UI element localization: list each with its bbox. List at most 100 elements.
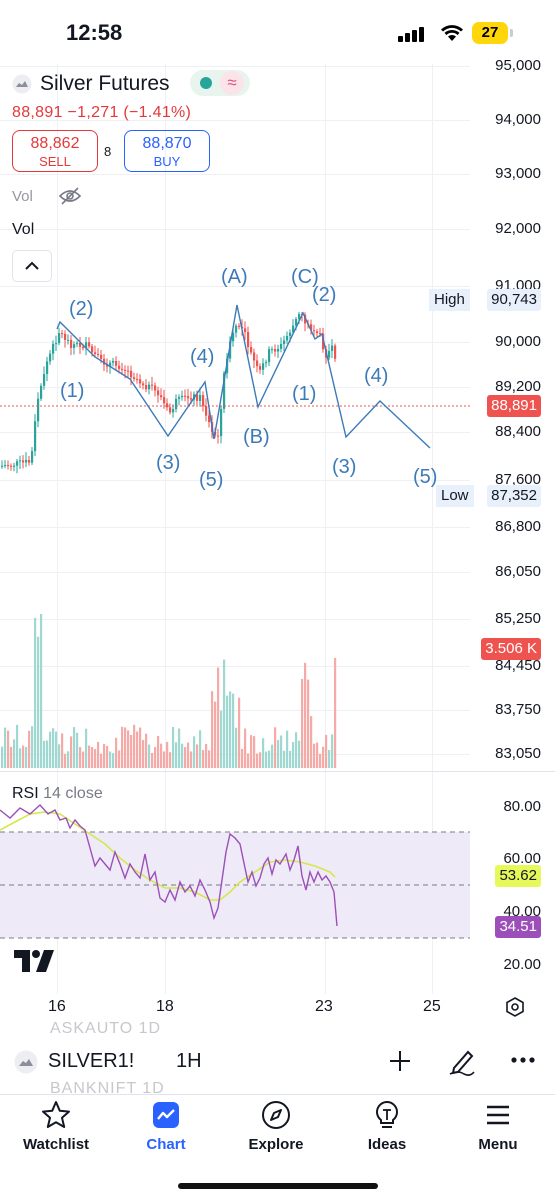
price-axis-label: 86,050 xyxy=(495,563,541,580)
volume-bar xyxy=(277,740,280,768)
pane-separator[interactable] xyxy=(0,771,555,772)
wifi-icon xyxy=(441,25,463,41)
volume-bar xyxy=(58,744,61,768)
candle-body xyxy=(196,394,199,401)
volume-bar xyxy=(76,732,79,768)
current-price-tag: 88,891 xyxy=(487,395,541,417)
battery-indicator: 27 xyxy=(472,22,508,44)
candle-body xyxy=(247,332,250,348)
candlesticks xyxy=(1,311,337,474)
collapse-legend-button[interactable] xyxy=(12,250,52,282)
tab-label: Menu xyxy=(478,1136,518,1153)
candle-body xyxy=(37,398,40,422)
wave-label: (2) xyxy=(312,284,337,306)
buy-button[interactable]: 88,870 BUY xyxy=(124,130,210,172)
candle-body xyxy=(67,339,70,341)
volume-bar xyxy=(196,744,199,768)
wave-label: (3) xyxy=(332,456,357,478)
wave-label: (C) xyxy=(291,266,319,288)
candle-body xyxy=(100,354,103,359)
lightbulb-icon xyxy=(376,1100,398,1128)
candle-body xyxy=(310,324,313,331)
tab-label: Watchlist xyxy=(22,1136,90,1153)
tab-menu[interactable]: Menu xyxy=(448,1100,548,1153)
candle-body xyxy=(52,343,55,354)
candle-body xyxy=(244,328,247,333)
candle-body xyxy=(217,435,220,437)
tab-ideas[interactable]: Ideas xyxy=(337,1100,437,1153)
time-axis-label: 18 xyxy=(156,998,174,1015)
tab-label: Explore xyxy=(248,1136,304,1153)
candle-body xyxy=(268,349,271,363)
rsi-line xyxy=(0,804,338,927)
candle-body xyxy=(178,397,181,399)
price-axis-label: 83,050 xyxy=(495,745,541,762)
volume-bar xyxy=(307,679,310,768)
more-options-icon[interactable] xyxy=(510,1056,536,1064)
volume-bar xyxy=(31,726,34,768)
volume-bar xyxy=(268,750,271,768)
volume-indicator-label[interactable]: Vol xyxy=(12,221,35,238)
status-time: 12:58 xyxy=(66,20,123,45)
volume-bar xyxy=(295,732,298,768)
volume-bar xyxy=(319,753,322,768)
volume-bar xyxy=(103,743,106,768)
volume-bar xyxy=(94,749,97,768)
candle-body xyxy=(19,460,22,462)
volume-bar xyxy=(79,747,82,768)
symbol-search-button[interactable]: SILVER1! xyxy=(48,1050,135,1072)
time-axis-label: 23 xyxy=(315,998,333,1015)
rsi-legend[interactable]: RSI 14 close xyxy=(12,785,103,803)
volume-bar xyxy=(205,743,208,768)
hamburger-menu-icon xyxy=(487,1105,509,1125)
tab-chart[interactable]: Chart xyxy=(116,1100,216,1153)
rsi-value-tag: 34.51 xyxy=(495,916,541,938)
tradingview-logo-icon[interactable] xyxy=(14,950,56,972)
tab-label: Ideas xyxy=(367,1136,407,1153)
home-indicator xyxy=(178,1183,378,1189)
tab-watchlist[interactable]: Watchlist xyxy=(6,1100,106,1153)
price-chart[interactable] xyxy=(0,64,470,770)
candle-body xyxy=(85,342,88,349)
candle-body xyxy=(208,415,211,423)
candle-body xyxy=(283,340,286,345)
add-indicator-plus-icon[interactable] xyxy=(387,1048,413,1074)
candle-body xyxy=(106,364,109,367)
candle-body xyxy=(130,370,133,378)
tab-explore[interactable]: Explore xyxy=(226,1100,326,1153)
rsi-axis-label: 80.00 xyxy=(503,798,541,815)
volume-bar xyxy=(49,731,52,768)
volume-bar xyxy=(91,747,94,768)
volume-bar xyxy=(139,727,142,768)
volume-bar xyxy=(262,738,265,768)
chevron-up-icon xyxy=(25,261,39,270)
candle-body xyxy=(13,465,16,467)
drawing-pen-icon[interactable] xyxy=(448,1046,476,1076)
candle-body xyxy=(1,465,4,467)
buy-label: BUY xyxy=(153,154,181,169)
volume-bar xyxy=(292,742,295,768)
sell-button[interactable]: 88,862 SELL xyxy=(12,130,98,172)
hidden-volume-label[interactable]: Vol xyxy=(12,188,33,205)
symbol-title[interactable]: Silver Futures xyxy=(40,72,170,95)
volume-bar xyxy=(202,750,205,768)
price-axis-label: 95,000 xyxy=(495,57,541,74)
low-price-tag: 87,352 xyxy=(487,485,541,507)
ghost-watchlist-row: ASKAUTO 1D xyxy=(50,1020,162,1037)
volume-bars xyxy=(1,613,337,768)
low-label: Low xyxy=(436,485,474,507)
rsi-chart[interactable] xyxy=(0,800,470,980)
candle-body xyxy=(223,373,226,409)
eye-off-icon[interactable] xyxy=(58,186,82,206)
rsi-ma-value-tag: 53.62 xyxy=(495,865,541,887)
chart-settings-icon[interactable] xyxy=(504,996,526,1018)
volume-bar xyxy=(241,748,244,768)
market-status-badge[interactable]: ≈ xyxy=(190,70,250,96)
interval-button[interactable]: 1H xyxy=(176,1050,202,1072)
volume-bar xyxy=(64,753,67,768)
volume-bar xyxy=(250,735,253,768)
candle-body xyxy=(277,348,280,352)
tab-label: Chart xyxy=(146,1136,186,1153)
candle-body xyxy=(154,385,157,391)
volume-bar xyxy=(265,751,268,768)
